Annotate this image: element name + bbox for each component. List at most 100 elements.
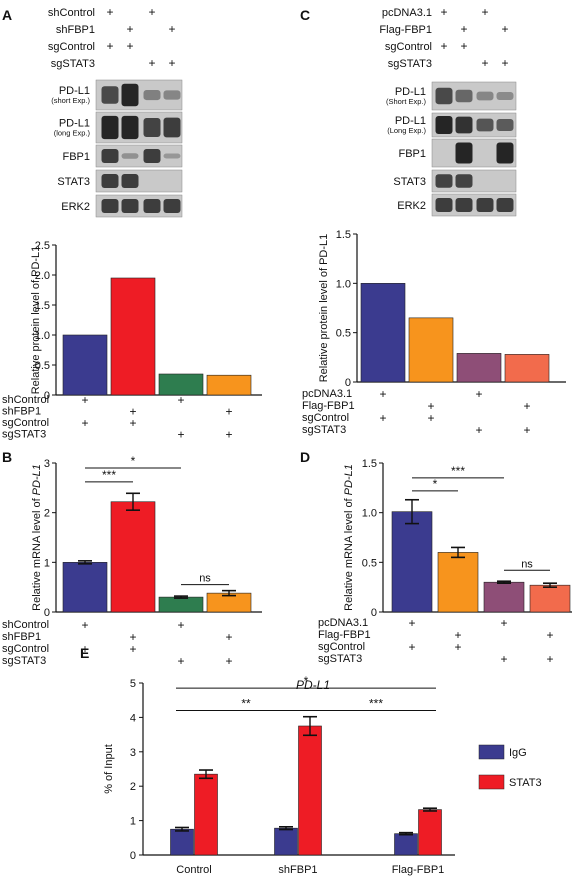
D-bar-y-tick-label: 1.5 [362,458,377,470]
D-bar-table-plus: + [408,640,415,654]
blot-A-band [143,198,161,214]
A-bar-y-tick-label: 0.5 [35,360,50,372]
C-bar-bar [408,317,454,383]
blot-A-header-plus: + [106,39,113,53]
E-bar-y-tick-label: 4 [130,712,136,724]
A-bar-y-tick-label: 0 [44,390,50,402]
C-bar-bar [504,354,550,383]
blot-C-band [496,92,514,100]
blot-C-header-label: sgControl [385,41,432,53]
blot-A-header-label: shFBP1 [56,24,95,36]
E-bar-legend-swatch [478,774,505,790]
C-bar-y-tick-label: 0 [345,377,351,389]
blot-C-band [455,89,473,103]
C-bar-bar [456,353,502,383]
C-bar-y-label: Relative protein level of PD-L1 [318,234,330,383]
A-bar-y-tick-label: 2.0 [35,270,50,282]
A-bar-bar [110,277,156,396]
blot-C-header-plus: + [460,39,467,53]
B-bar-table-label: shFBP1 [2,631,41,643]
D-bar-sig-label: * [433,477,438,491]
E-bar-y-tick-label: 5 [130,678,136,690]
B-bar-table-label: sgControl [2,643,49,655]
C-bar-table-plus: + [379,387,386,401]
D-bar-table-plus: + [500,616,507,630]
D-bar-table-plus: + [546,628,553,642]
B-bar-table-label: shControl [2,619,49,631]
E-bar-bar [394,833,418,856]
blot-A-header-plus: + [106,5,113,19]
blot-C-header-plus: + [460,22,467,36]
blot-A-band [101,173,119,189]
D-bar-table-plus: + [454,640,461,654]
blot-A-header-plus: + [126,39,133,53]
E-bar-category-label: Control [176,864,211,876]
C-bar-bar [360,283,406,383]
B-bar-bar [62,562,108,613]
blot-C-label: ERK2 [397,200,426,212]
E-bar-y-tick-label: 1 [130,816,136,828]
A-bar-table-plus: + [129,405,136,419]
C-bar-table-plus: + [523,423,530,437]
blot-A-band [163,153,181,159]
B-bar-y-tick-label: 3 [44,458,50,470]
E-bar-bar [194,773,218,856]
E-bar-category-label: Flag-FBP1 [392,864,445,876]
blot-C-band [496,197,514,213]
A-bar-table-plus: + [177,393,184,407]
blot-A-sublabel: (short Exp.) [51,96,90,105]
blot-C-band [455,116,473,134]
blot-C-band [435,87,453,105]
D-bar-y-tick-label: 0.5 [362,557,377,569]
E-bar-category-label: shFBP1 [278,864,317,876]
blot-A-header-plus: + [148,5,155,19]
D-bar-table-label: sgControl [318,641,365,653]
B-bar-sig-label: * [131,454,136,468]
blot-A-header-plus: + [168,22,175,36]
blot-C-band [435,116,453,134]
E-bar-legend-label: STAT3 [509,777,542,789]
A-bar-y-label: Relative protein level of PD-L1 [30,246,42,395]
A-bar-table-plus: + [177,428,184,442]
blot-A-sublabel: (long Exp.) [54,129,91,138]
D-bar-table-label: pcDNA3.1 [318,617,368,629]
E-bar-sig-label: ** [241,697,251,711]
blot-A-band [143,118,161,137]
blot-C-band [435,197,453,213]
D-bar-table-label: Flag-FBP1 [318,629,371,641]
blot-A-band [101,115,119,140]
B-bar-table-plus: + [225,630,232,644]
blot-C-strip [431,169,517,193]
blot-A-band [101,148,119,164]
C-bar-table-plus: + [379,411,386,425]
A-bar-y-tick-label: 1.5 [35,300,50,312]
A-bar-table-label: sgSTAT3 [2,429,46,441]
B-bar-table-plus: + [177,654,184,668]
blot-A-header-plus: + [168,56,175,70]
E-bar-bar [418,809,442,856]
panel-letter-D: D [300,449,310,465]
blot-A-band [101,198,119,214]
E-bar-bar [274,827,298,856]
B-bar-sig-label: ns [199,573,211,585]
B-bar-bar [158,596,204,613]
blot-C-header-label: sgSTAT3 [388,58,432,70]
B-bar-y-label-text: Relative mRNA level of [31,495,43,611]
D-bar-y-tick-label: 1.0 [362,508,377,520]
A-bar-table-label: shFBP1 [2,406,41,418]
blot-C-band [476,91,494,101]
blot-A-label: STAT3 [57,176,90,188]
B-bar-table-plus: + [225,654,232,668]
blot-C-label: PD-L1 [395,86,426,98]
D-bar-bar [529,584,571,613]
blot-C-strip [431,193,517,217]
C-bar-y-tick-label: 1.5 [336,229,351,241]
D-bar-table-plus: + [454,628,461,642]
blot-A-band [163,198,181,214]
C-bar-table-label: sgSTAT3 [302,424,346,436]
blot-C-header-plus: + [481,56,488,70]
blot-C-band [496,142,514,164]
A-bar-table-plus: + [225,428,232,442]
blot-C-label: FBP1 [398,148,426,160]
C-bar-y-tick-label: 0.5 [336,328,351,340]
